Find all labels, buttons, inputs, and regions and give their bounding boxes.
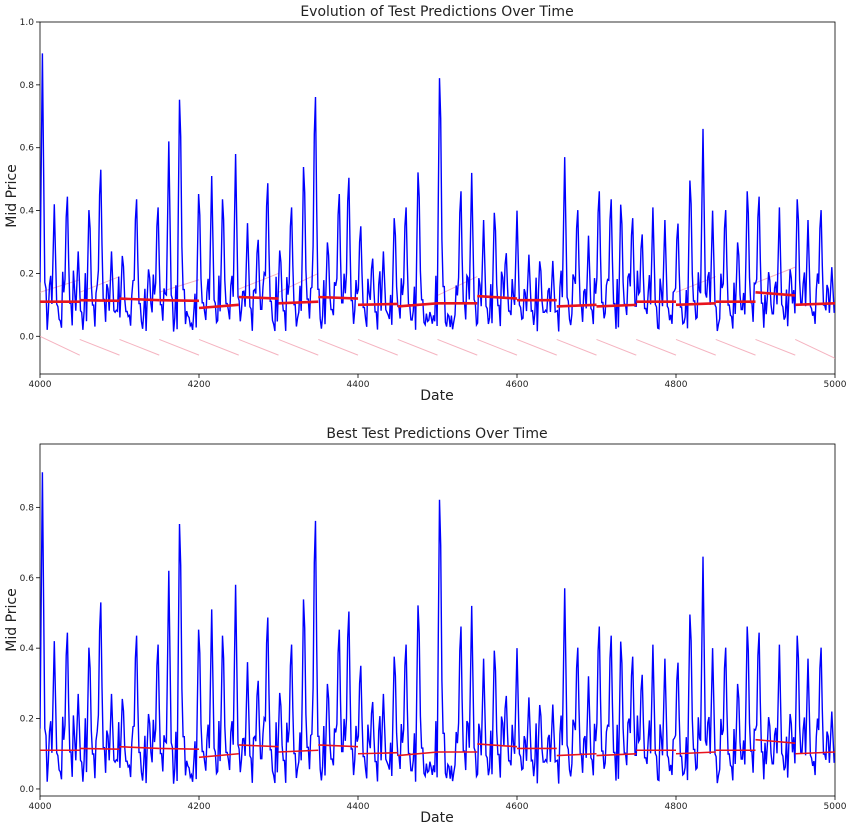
early-prediction-segment (119, 338, 160, 356)
x-axis-label: Date (420, 388, 453, 404)
best-prediction-segment (198, 303, 239, 310)
plot-area-frame (39, 21, 836, 375)
best-prediction-segment (278, 749, 319, 753)
y-axis-label: Mid Price (4, 164, 20, 227)
best-prediction-segment (477, 294, 518, 300)
y-tick-label: 1.0 (20, 18, 35, 28)
y-tick-label: 0.4 (20, 644, 35, 654)
chart-title: Evolution of Test Predictions Over Time (300, 4, 573, 20)
y-tick-label: 0.6 (20, 144, 35, 154)
y-tick-label: 0.2 (20, 269, 34, 279)
best-prediction-segment (318, 744, 359, 748)
best-prediction-segment (79, 298, 120, 303)
y-tick-label: 0.4 (20, 207, 35, 217)
plot-series-group (40, 53, 835, 359)
x-tick-label: 4400 (347, 380, 370, 390)
early-prediction-segment (238, 338, 279, 356)
y-tick-label: 0.8 (20, 81, 35, 91)
best-prediction-segment (795, 751, 835, 755)
early-prediction-segment (318, 338, 359, 356)
x-tick-label: 4400 (347, 802, 370, 812)
best-prediction-segment (596, 752, 637, 757)
x-tick-label: 4000 (29, 380, 52, 390)
y-axis-label: Mid Price (4, 588, 20, 651)
best-prediction-segment (795, 301, 835, 307)
best-prediction-segment (79, 747, 120, 750)
y-axis-ticks: 0.0 0.2 0.4 0.6 0.8 (20, 503, 40, 795)
chart-best: Best Test Predictions Over Time 4000 4200… (4, 426, 847, 826)
best-prediction-segment (119, 745, 160, 750)
best-prediction-segment (159, 747, 200, 750)
best-prediction-segment (159, 298, 200, 303)
best-prediction-segment (238, 744, 279, 748)
x-tick-label: 4800 (665, 380, 688, 390)
early-prediction-segment (40, 335, 80, 356)
early-prediction-segment (397, 338, 438, 356)
y-tick-label: 0.0 (20, 785, 35, 795)
best-prediction-segment (238, 295, 279, 300)
best-prediction-segment (477, 743, 518, 748)
best-prediction-segment (755, 738, 796, 744)
early-prediction-segment (159, 279, 200, 293)
early-prediction-segment (556, 338, 597, 356)
x-tick-label: 4200 (188, 380, 211, 390)
early-prediction-segment (636, 338, 677, 356)
best-prediction-segment (556, 752, 597, 757)
x-tick-label: 4800 (665, 802, 688, 812)
plot-area-frame (39, 443, 836, 797)
plot-series-group (40, 472, 835, 784)
y-tick-label: 0.8 (20, 503, 35, 513)
x-tick-label: 4600 (506, 802, 529, 812)
early-prediction-segment (159, 338, 200, 356)
best-prediction-segment (318, 295, 359, 300)
x-tick-label: 4200 (188, 802, 211, 812)
best-prediction-segment (397, 751, 438, 757)
x-axis-ticks: 4000 4200 4400 4600 4800 5000 (29, 796, 847, 812)
x-axis-label: Date (420, 810, 453, 826)
best-prediction-segment (556, 303, 597, 308)
early-prediction-segment (596, 338, 637, 356)
early-prediction-segment (357, 338, 398, 356)
x-tick-label: 4000 (29, 802, 52, 812)
early-prediction-segment (437, 338, 478, 356)
best-prediction-segment (675, 751, 716, 755)
early-prediction-segment (795, 338, 835, 359)
chart-evolution: Evolution of Test Predictions Over Time … (4, 4, 847, 404)
y-tick-label: 0.0 (20, 332, 35, 342)
x-tick-label: 5000 (824, 802, 847, 812)
best-prediction-segment (357, 751, 398, 755)
early-prediction-segment (755, 266, 796, 284)
early-prediction-segment (198, 338, 239, 356)
series-line-actual (40, 472, 835, 784)
early-prediction-segment (755, 338, 796, 356)
best-prediction-segment (675, 301, 716, 307)
best-prediction-segment (397, 301, 438, 308)
early-prediction-segment (715, 338, 756, 356)
y-axis-ticks: 0.0 0.2 0.4 0.6 0.8 1.0 (20, 18, 40, 342)
best-prediction-segment (278, 300, 319, 305)
best-prediction-segment (198, 752, 239, 759)
chart-title: Best Test Predictions Over Time (326, 426, 547, 442)
x-tick-label: 5000 (824, 380, 847, 390)
y-tick-label: 0.6 (20, 574, 35, 584)
x-tick-label: 4600 (506, 380, 529, 390)
series-line-actual (40, 53, 835, 332)
y-tick-label: 0.2 (20, 715, 34, 725)
best-prediction-segment (119, 297, 160, 302)
early-prediction-segment (79, 338, 120, 356)
best-prediction-segment (755, 290, 796, 297)
best-prediction-segment (596, 303, 637, 308)
early-prediction-segment (477, 338, 518, 356)
x-axis-ticks: 4000 4200 4400 4600 4800 5000 (29, 374, 847, 390)
early-prediction-segment (516, 338, 557, 356)
best-prediction-segment (357, 302, 398, 307)
early-prediction-segment (675, 338, 716, 356)
early-prediction-segment (278, 338, 319, 356)
